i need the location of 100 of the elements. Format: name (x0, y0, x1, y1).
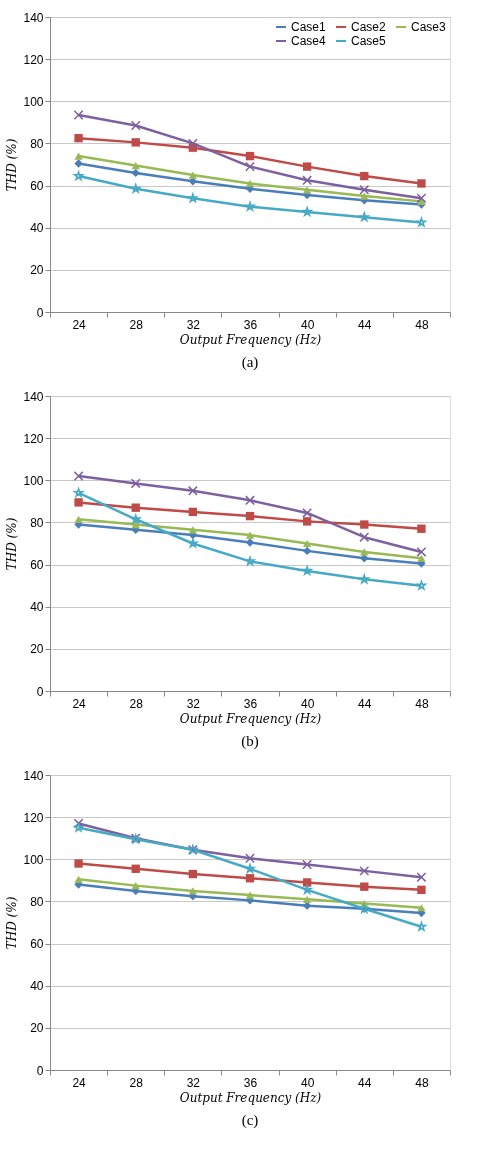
point (74, 133, 83, 143)
x-tick-label: 28 (129, 1075, 144, 1090)
legend-label: Case1 (291, 20, 327, 34)
point (73, 818, 84, 829)
x-tick-label: 40 (300, 696, 315, 711)
y-tick-label: 0 (36, 305, 44, 320)
legend-label: Case4 (291, 34, 327, 48)
x-axis-title: Output Frequency (Hz) (179, 711, 322, 726)
point (359, 184, 370, 195)
point (245, 161, 255, 172)
y-tick-label: 20 (30, 642, 44, 657)
point (417, 524, 426, 533)
point (74, 859, 83, 868)
y-tick-label: 0 (36, 684, 44, 699)
point (131, 138, 140, 147)
y-tick-label: 140 (23, 10, 44, 25)
y-tick-label: 60 (30, 937, 44, 952)
y-tick-label: 40 (30, 600, 44, 615)
point (360, 520, 369, 529)
point (74, 498, 83, 507)
y-tick-label: 80 (30, 136, 44, 151)
point (302, 186, 312, 194)
point (130, 120, 141, 131)
y-tick-label: 120 (23, 52, 44, 67)
point (417, 554, 426, 562)
y-tick-label: 40 (30, 979, 44, 994)
point (245, 495, 255, 506)
point (73, 471, 84, 481)
y-axis-title: THD (%) (5, 517, 20, 571)
point (416, 872, 427, 883)
point (245, 556, 255, 566)
y-tick-label: 80 (30, 515, 44, 530)
point (245, 531, 255, 539)
point (360, 882, 369, 891)
point (302, 517, 312, 526)
x-tick-label: 32 (186, 317, 201, 332)
point (131, 882, 140, 890)
point (359, 865, 370, 876)
point (73, 822, 84, 832)
x-tick-label: 40 (300, 317, 315, 332)
point (131, 864, 140, 873)
x-tick-label: 36 (243, 1075, 258, 1090)
y-tick-label: 140 (23, 768, 44, 783)
point (131, 161, 140, 170)
point (187, 138, 198, 149)
x-axis-title: Output Frequency (Hz) (179, 332, 322, 347)
point (245, 511, 255, 521)
y-tick-label: 140 (23, 389, 44, 404)
x-tick-label: 24 (72, 1075, 87, 1090)
point (245, 538, 255, 547)
point (302, 539, 312, 548)
point (188, 869, 198, 879)
y-tick-label: 80 (30, 894, 44, 909)
y-tick-label: 40 (30, 221, 44, 236)
legend-label: Case2 (351, 20, 387, 34)
x-tick-label: 44 (358, 317, 372, 332)
y-tick-label: 0 (36, 1063, 44, 1078)
text: (c) (241, 1112, 259, 1129)
point (130, 514, 141, 524)
x-tick-label: 48 (415, 317, 429, 332)
text: (a) (241, 354, 259, 371)
legend-label: Case5 (351, 34, 387, 48)
point (74, 875, 83, 883)
point (416, 921, 427, 931)
point (245, 201, 255, 211)
y-tick-label: 100 (23, 473, 44, 488)
point (74, 152, 83, 160)
x-tick-label: 40 (300, 1075, 315, 1090)
y-tick-label: 100 (23, 94, 44, 109)
point (245, 891, 255, 899)
point (416, 580, 427, 590)
x-tick-label: 48 (415, 1075, 429, 1090)
point (187, 485, 198, 496)
point (130, 183, 141, 193)
point (302, 895, 312, 903)
point (130, 478, 141, 489)
x-tick-label: 44 (358, 1075, 372, 1090)
x-axis-title: Output Frequency (Hz) (179, 1090, 322, 1105)
point (359, 532, 370, 543)
point (302, 878, 312, 887)
y-tick-label: 100 (23, 852, 44, 867)
y-axis-title: THD (%) (5, 896, 20, 950)
point (360, 192, 369, 200)
y-tick-label: 20 (30, 1021, 44, 1036)
legend-label: Case3 (411, 20, 447, 34)
point (302, 175, 313, 186)
point (417, 885, 426, 895)
x-tick-label: 48 (415, 696, 429, 711)
x-tick-label: 32 (186, 696, 201, 711)
point (360, 171, 369, 181)
y-tick-label: 60 (30, 179, 44, 194)
point (417, 904, 426, 912)
y-tick-label: 120 (23, 810, 44, 825)
point (188, 887, 198, 895)
point (188, 171, 198, 179)
point (359, 574, 370, 584)
point (131, 168, 140, 178)
x-tick-label: 44 (358, 696, 372, 711)
point (302, 162, 312, 171)
y-tick-label: 120 (23, 431, 44, 446)
